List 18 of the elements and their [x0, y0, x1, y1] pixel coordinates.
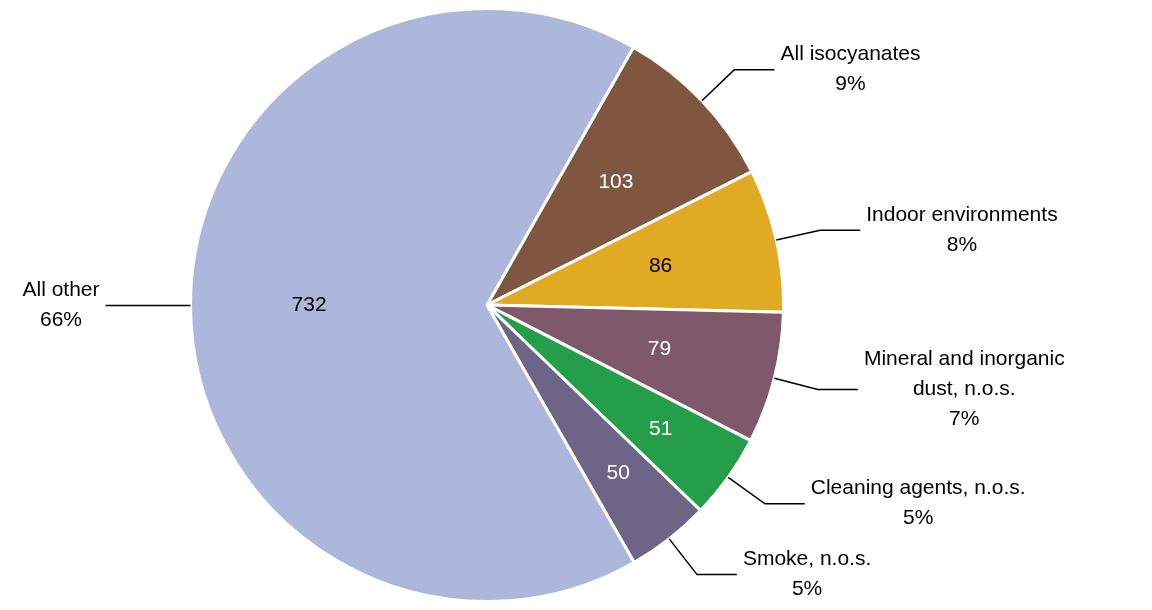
- slice-label: All isocyanates: [780, 41, 921, 65]
- data-label: 51: [648, 415, 673, 439]
- slice-label: Mineral and inorganic dust, n.o.s.: [863, 346, 1065, 400]
- text: 9%: [835, 71, 866, 95]
- slice-label: Indoor environments: [866, 201, 1058, 225]
- data-label: 50: [606, 460, 630, 484]
- text: 7%: [949, 406, 980, 430]
- slice-label: All other: [22, 277, 100, 301]
- data-label: 86: [648, 252, 673, 276]
- text: 66%: [39, 307, 82, 331]
- slice-label: Cleaning agents, n.o.s.: [810, 475, 1026, 499]
- data-label: 732: [291, 292, 327, 316]
- data-label: 103: [598, 169, 634, 193]
- slice-label: Smoke, n.o.s.: [742, 546, 872, 570]
- text: 5%: [903, 505, 934, 529]
- data-label: 79: [647, 335, 672, 359]
- text: 8%: [946, 231, 978, 255]
- text: 5%: [791, 576, 823, 600]
